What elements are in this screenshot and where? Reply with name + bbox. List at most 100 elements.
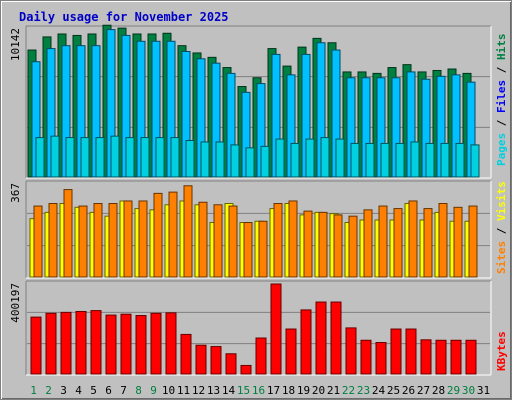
x-tick-label: 31 — [477, 384, 490, 397]
legend-pages-files-hits-separator: / — [495, 60, 508, 80]
sites-bar — [423, 208, 433, 278]
x-tick-label: 8 — [135, 384, 142, 397]
sites-bar — [258, 220, 268, 278]
legend-sites-visits-part: Visits — [495, 181, 508, 221]
x-tick-label: 14 — [222, 384, 236, 397]
x-tick-label: 16 — [252, 384, 265, 397]
sites-bar — [303, 210, 313, 278]
kbytes-bar — [135, 315, 147, 375]
sites-bar — [438, 203, 448, 278]
pages-bar — [80, 137, 90, 178]
pages-bar — [350, 142, 360, 178]
sites-bar — [393, 208, 403, 278]
legend-sites-visits-separator: / — [495, 221, 508, 241]
kbytes-bar — [180, 333, 192, 375]
sites-bar — [348, 215, 358, 278]
legend-pages-files-hits: Pages / Files / Hits — [495, 34, 508, 167]
kbytes-bar — [390, 328, 402, 375]
x-tick-label: 11 — [177, 384, 190, 397]
kbytes-bar — [195, 344, 207, 375]
kbytes-bar — [465, 339, 477, 375]
pages-bar — [35, 137, 45, 178]
x-tick-label: 21 — [327, 384, 340, 397]
legend-sites-visits: Sites / Visits — [495, 181, 508, 274]
sites-bar — [138, 200, 148, 278]
kbytes-bar — [30, 316, 42, 375]
pages-bar — [335, 138, 345, 178]
pages-bar — [95, 137, 105, 178]
pages-bar — [200, 141, 210, 178]
x-tick-label: 15 — [237, 384, 250, 397]
pages-bar — [245, 147, 255, 178]
pages-bar — [380, 142, 390, 178]
sites-bar — [273, 203, 283, 278]
legend-kbytes: KBytes — [495, 331, 508, 371]
sites-bar — [363, 209, 373, 278]
pages-bar — [320, 137, 330, 178]
legend-pages-files-hits-separator: / — [495, 113, 508, 133]
x-tick-label: 28 — [432, 384, 445, 397]
sites-bar — [153, 192, 163, 278]
kbytes-bar — [405, 328, 417, 375]
kbytes-bar — [75, 310, 87, 375]
pages-bar — [470, 144, 480, 178]
kbytes-bar — [420, 339, 432, 375]
x-tick-label: 26 — [402, 384, 415, 397]
sites-bar — [453, 206, 463, 278]
kbytes-bar — [345, 327, 357, 375]
x-tick-label: 24 — [372, 384, 386, 397]
x-tick-label: 30 — [462, 384, 475, 397]
x-tick-label: 19 — [297, 384, 310, 397]
x-tick-label: 7 — [120, 384, 127, 397]
legend-kbytes-part: KBytes — [495, 331, 508, 371]
legend-pages-files-hits-part: Files — [495, 80, 508, 113]
x-tick-label: 29 — [447, 384, 460, 397]
x-tick-label: 9 — [150, 384, 157, 397]
x-tick-label: 23 — [357, 384, 370, 397]
sites-bar — [318, 211, 328, 278]
kbytes-bar — [360, 339, 372, 375]
sites-bar — [213, 204, 223, 278]
kbytes-bar — [240, 364, 252, 375]
sites-bar — [123, 200, 133, 278]
sites-bar — [408, 200, 418, 278]
x-tick-label: 2 — [45, 384, 52, 397]
kbytes-bar — [90, 310, 102, 375]
kbytes-bar — [225, 353, 237, 375]
kbytes-bar — [375, 342, 387, 375]
pages-bar — [410, 141, 420, 178]
y-max-tick-label: 10142 — [9, 28, 22, 61]
pages-bar — [290, 142, 300, 178]
x-tick-label: 20 — [312, 384, 325, 397]
sites-bar — [288, 200, 298, 278]
y-max-tick-label: 400197 — [9, 283, 22, 323]
sites-bar — [333, 214, 343, 278]
kbytes-bar — [45, 312, 57, 375]
sites-bar — [108, 203, 118, 278]
x-tick-label: 22 — [342, 384, 355, 397]
pages-bar — [65, 137, 75, 178]
kbytes-bar — [60, 311, 72, 375]
sites-bar — [468, 205, 478, 278]
sites-bar — [93, 203, 103, 278]
x-tick-label: 18 — [282, 384, 295, 397]
pages-bar — [440, 142, 450, 178]
x-tick-label: 10 — [162, 384, 175, 397]
kbytes-bar — [255, 337, 267, 375]
x-tick-label: 6 — [105, 384, 112, 397]
pages-bar — [140, 137, 150, 178]
sites-bar — [33, 205, 43, 278]
kbytes-bar — [270, 283, 282, 375]
sites-bar — [78, 205, 88, 278]
sites-bar — [243, 222, 253, 278]
sites-bar — [378, 205, 388, 278]
x-tick-label: 12 — [192, 384, 205, 397]
x-tick-label: 25 — [387, 384, 400, 397]
y-max-tick-label: 367 — [9, 183, 22, 203]
sites-bar — [168, 191, 178, 278]
x-tick-label: 27 — [417, 384, 430, 397]
legend-pages-files-hits-part: Hits — [495, 34, 508, 61]
x-tick-label: 13 — [207, 384, 220, 397]
